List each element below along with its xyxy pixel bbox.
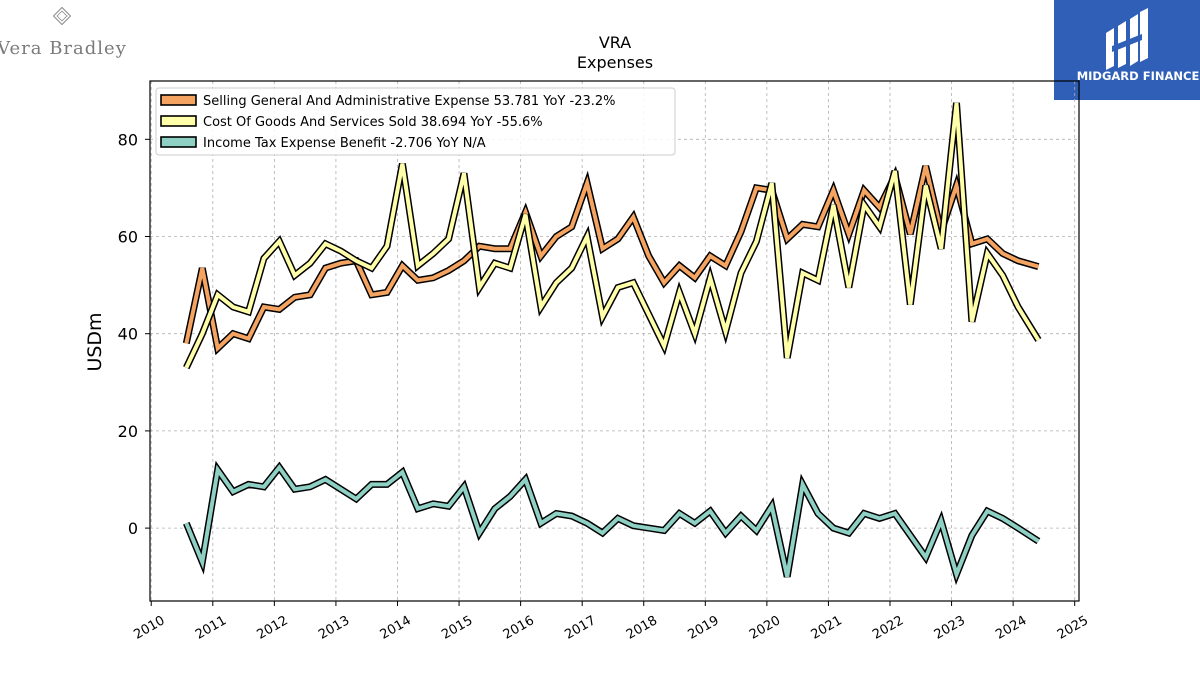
- x-tick-label: 2022: [870, 613, 906, 643]
- midgard-finance-logo-text: MIDGARD FINANCE: [1077, 69, 1200, 83]
- x-tick-label: 2016: [501, 613, 537, 643]
- plot-frame: [149, 80, 1080, 602]
- x-tick-label: 2018: [624, 613, 660, 643]
- x-tick-label: 2025: [1055, 613, 1091, 643]
- vera-bradley-logo: Vera Bradley: [0, 0, 130, 70]
- x-tick-label: 2011: [193, 613, 229, 643]
- x-tick-label: 2023: [932, 613, 968, 643]
- series-line: [184, 464, 1040, 581]
- x-tick-label: 2010: [131, 613, 167, 643]
- x-tick-label: 2020: [747, 613, 783, 643]
- grid: [150, 81, 1079, 601]
- x-tick-label: 2017: [562, 613, 598, 643]
- legend-box: [155, 87, 676, 156]
- series-lines: [182, 102, 1042, 586]
- midgard-finance-logo-mark: MIDGARD FINANCE: [1077, 8, 1200, 83]
- legend-label: Cost Of Goods And Services Sold 38.694 Y…: [203, 115, 543, 130]
- chart-title: VRA: [599, 33, 631, 52]
- legend-swatch: [160, 136, 197, 148]
- y-axis-label: USDm: [84, 312, 106, 371]
- x-tick-label: 2015: [439, 613, 475, 643]
- vera-bradley-logo-text: Vera Bradley: [0, 38, 127, 59]
- y-tick-label: 80: [118, 130, 138, 149]
- x-tick-label: 2012: [255, 613, 291, 643]
- x-tick-label: 2013: [316, 613, 352, 643]
- x-tick-label: 2021: [809, 613, 845, 643]
- y-tick-label: 40: [118, 325, 138, 344]
- x-tick-label: 2014: [378, 613, 414, 643]
- series-line: [184, 102, 1041, 369]
- x-tick-label: 2024: [993, 613, 1029, 643]
- legend-swatch: [160, 115, 197, 127]
- legend-label: Income Tax Expense Benefit -2.706 YoY N/…: [203, 136, 486, 151]
- y-tick-label: 20: [118, 422, 138, 441]
- vera-bradley-logo-mark: Vera Bradley: [0, 6, 127, 59]
- y-tick-label: 0: [128, 519, 138, 538]
- legend: Selling General And Administrative Expen…: [155, 87, 676, 156]
- chart-subtitle: Expenses: [577, 53, 653, 72]
- legend-label: Selling General And Administrative Expen…: [203, 94, 616, 109]
- midgard-finance-logo: MIDGARD FINANCE: [1054, 0, 1200, 100]
- y-tick-label: 60: [118, 228, 138, 247]
- legend-swatch: [160, 94, 197, 106]
- x-tick-label: 2019: [685, 613, 721, 643]
